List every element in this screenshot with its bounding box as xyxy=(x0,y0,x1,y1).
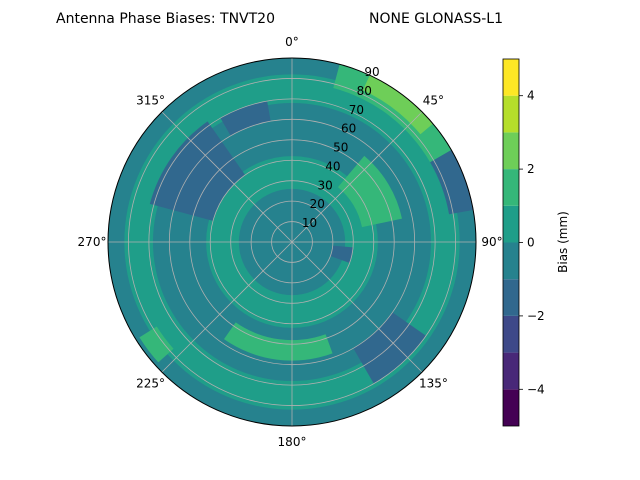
angular-tick-label: 225° xyxy=(136,376,165,390)
radial-tick-label: 40 xyxy=(325,159,340,173)
contour-region xyxy=(149,121,246,221)
radial-tick-label: 90 xyxy=(364,65,379,79)
contour-region xyxy=(337,155,402,228)
contour-region xyxy=(430,150,474,215)
contour-region xyxy=(223,322,333,361)
angular-tick-label: 270° xyxy=(78,235,107,249)
radial-tick-label: 20 xyxy=(310,197,325,211)
radial-tick-label: 60 xyxy=(341,122,356,136)
colorbar-segment xyxy=(503,59,519,96)
colorbar-tick-label: 4 xyxy=(527,89,535,103)
angular-grid-line xyxy=(161,111,293,243)
contour-region xyxy=(362,75,433,135)
colorbar-tick-label: 2 xyxy=(527,162,535,176)
colorbar-segment xyxy=(503,205,519,243)
colorbar-segment xyxy=(503,315,519,353)
colorbar-label: Bias (mm) xyxy=(556,211,570,273)
contour-region xyxy=(139,326,174,363)
contour-region xyxy=(330,245,354,263)
angular-tick-label: 45° xyxy=(423,94,444,108)
colorbar-segment xyxy=(503,389,519,426)
angular-grid-line xyxy=(291,111,423,243)
radial-tick-label: 10 xyxy=(302,216,317,230)
colorbar-segment xyxy=(503,95,519,133)
colorbar-tick-label: 0 xyxy=(527,236,535,250)
angular-tick-label: 180° xyxy=(278,435,307,449)
angular-grid-line xyxy=(161,241,293,373)
colorbar-segment xyxy=(503,132,519,170)
colorbar-segment xyxy=(503,242,519,280)
radial-tick-label: 80 xyxy=(357,84,372,98)
colorbar-segment xyxy=(503,169,519,206)
polar-grid xyxy=(108,58,476,426)
radial-tick-label: 30 xyxy=(317,178,332,192)
colorbar-ticks: −4 −2 0 2 4 xyxy=(519,89,545,396)
angular-tick-label: 135° xyxy=(419,376,448,390)
colorbar-tick-label: −2 xyxy=(527,309,545,323)
colorbar-segment xyxy=(503,279,519,316)
angular-grid-line xyxy=(291,241,423,373)
angular-tick-labels: 0° 45° 90° 135° 180° 225° 270° 315° xyxy=(78,35,503,449)
angular-tick-label: 0° xyxy=(285,35,299,49)
colorbar-segment xyxy=(503,352,519,390)
angular-tick-label: 90° xyxy=(481,235,502,249)
radial-tick-label: 50 xyxy=(333,141,348,155)
colorbar xyxy=(502,58,520,427)
colorbar-tick-label: −4 xyxy=(527,382,545,396)
radial-tick-labels: 10 20 30 40 50 60 70 80 90 xyxy=(302,65,380,230)
chart-title-left: Antenna Phase Biases: TNVT20 xyxy=(56,11,275,27)
angular-tick-label: 315° xyxy=(136,94,165,108)
contour-region xyxy=(353,312,426,384)
contour-region xyxy=(220,101,271,136)
polar-frame xyxy=(107,57,477,427)
chart-title-right: NONE GLONASS-L1 xyxy=(369,11,503,27)
radial-tick-label: 70 xyxy=(349,103,364,117)
